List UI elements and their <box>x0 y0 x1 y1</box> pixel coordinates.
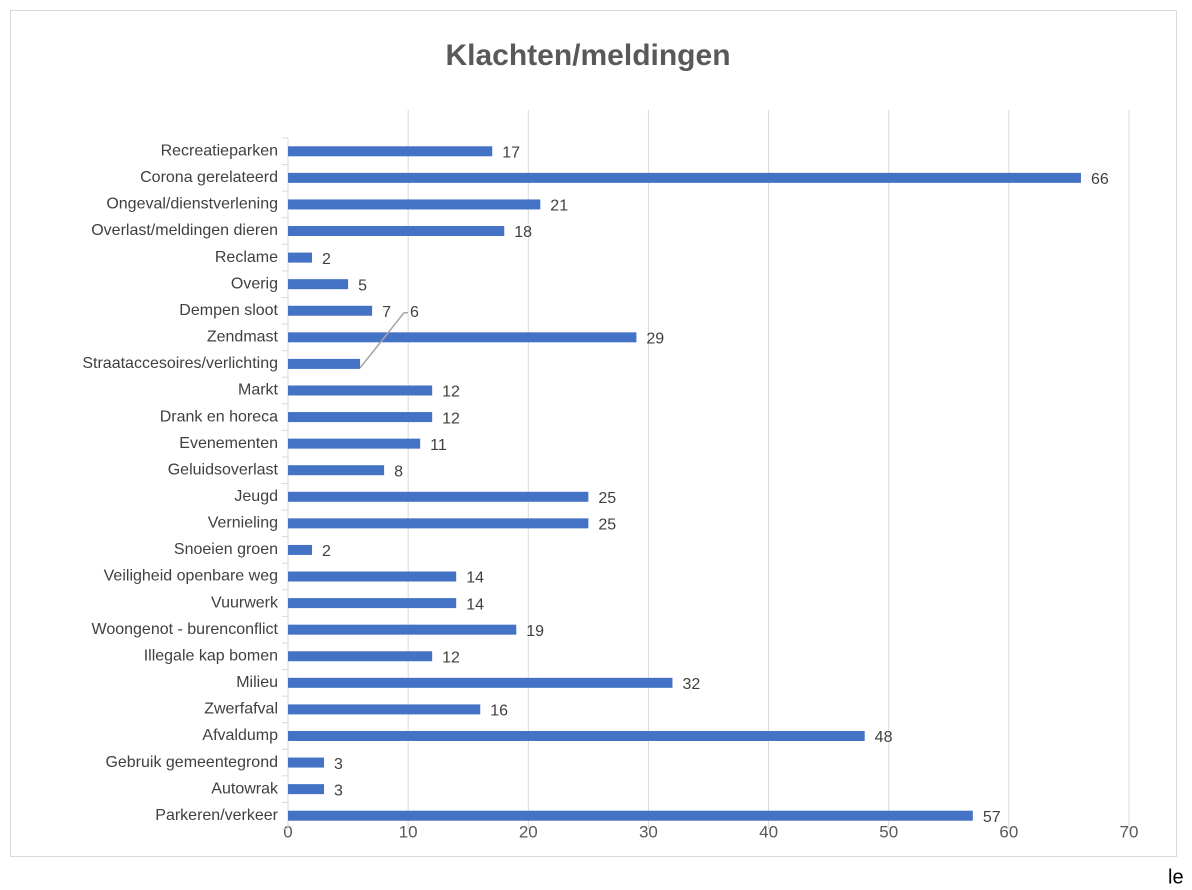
x-tick-label: 60 <box>999 822 1018 841</box>
bar <box>288 810 973 821</box>
leader-line <box>359 312 405 369</box>
y-tick-label: Illegale kap bomen <box>144 647 278 664</box>
data-label: 3 <box>334 756 343 773</box>
y-tick-label: Overig <box>231 275 278 292</box>
bar <box>288 757 325 768</box>
y-tick-label: Recreatieparken <box>161 143 278 160</box>
y-tick-label: Corona gerelateerd <box>140 169 278 186</box>
data-label: 19 <box>526 623 544 640</box>
y-tick-label: Zendmast <box>207 329 279 346</box>
data-label: 7 <box>382 304 391 321</box>
data-label: 5 <box>358 277 367 294</box>
y-tick-label: Vuurwerk <box>211 594 279 611</box>
data-label: 16 <box>490 703 508 720</box>
y-tick-label: Ongeval/dienstverlening <box>106 196 278 213</box>
bar <box>288 784 325 795</box>
data-label: 14 <box>466 596 484 613</box>
bar <box>288 358 361 369</box>
bar <box>288 651 433 662</box>
data-label: 12 <box>442 649 460 666</box>
bar <box>288 677 673 688</box>
bar <box>288 385 433 396</box>
bar <box>288 199 541 210</box>
bar <box>288 146 493 157</box>
y-tick-label: Veiligheid openbare weg <box>104 568 278 585</box>
y-tick-label: Dempen sloot <box>179 302 278 319</box>
data-label: 3 <box>334 782 343 799</box>
y-tick-label: Snoeien groen <box>174 541 278 558</box>
bar <box>288 730 865 741</box>
bar <box>288 598 457 609</box>
y-tick-label: Autowrak <box>211 780 279 797</box>
chart-title: Klachten/meldingen <box>445 39 730 72</box>
data-label: 2 <box>322 251 331 268</box>
bar <box>288 279 349 290</box>
x-tick-label: 10 <box>399 822 418 841</box>
bar <box>288 305 373 316</box>
y-tick-label: Drank en horeca <box>160 408 278 425</box>
y-tick-label: Vernieling <box>208 515 278 532</box>
bar <box>288 172 1081 183</box>
data-label: 25 <box>598 490 616 507</box>
y-tick-label: Overlast/meldingen dieren <box>91 222 278 239</box>
bar <box>288 465 385 476</box>
data-label: 29 <box>646 331 664 348</box>
y-tick-label: Milieu <box>236 674 278 691</box>
bar <box>288 252 313 263</box>
y-tick-label: Markt <box>238 382 279 399</box>
bar <box>288 491 589 502</box>
y-tick-label: Woongenot - burenconflict <box>92 621 279 638</box>
data-label: 48 <box>875 729 893 746</box>
y-tick-label: Parkeren/verkeer <box>155 807 278 824</box>
bar <box>288 226 505 237</box>
y-tick-label: Afvaldump <box>202 727 278 744</box>
data-label: 17 <box>502 145 520 162</box>
data-label: 11 <box>430 437 447 454</box>
y-tick-label: Jeugd <box>234 488 278 505</box>
data-label: 66 <box>1091 171 1109 188</box>
y-tick-label: Zwerfafval <box>204 701 278 718</box>
bar <box>288 438 421 449</box>
y-tick-label: Evenementen <box>179 435 278 452</box>
x-tick-label: 20 <box>519 822 538 841</box>
chart-frame <box>10 10 1177 857</box>
y-tick-label: Gebruik gemeentegrond <box>105 754 278 771</box>
bar <box>288 412 433 423</box>
bar <box>288 571 457 582</box>
data-label: 12 <box>442 410 460 427</box>
bar <box>288 332 637 343</box>
data-label: 8 <box>394 463 403 480</box>
data-label: 2 <box>322 543 331 560</box>
bar <box>288 544 313 555</box>
bar <box>288 624 517 635</box>
y-tick-label: Reclame <box>215 249 278 266</box>
x-tick-label: 40 <box>759 822 778 841</box>
data-label: 14 <box>466 570 484 587</box>
x-tick-label: 70 <box>1120 822 1139 841</box>
x-tick-label: 0 <box>283 822 292 841</box>
data-label: 12 <box>442 384 460 401</box>
y-tick-label: Geluidsoverlast <box>168 461 279 478</box>
bar <box>288 518 589 529</box>
y-tick-label: Straataccesoires/verlichting <box>82 355 278 372</box>
x-tick-label: 30 <box>639 822 658 841</box>
data-label: 21 <box>550 198 568 215</box>
bar <box>288 704 481 715</box>
data-label: 57 <box>983 809 1001 826</box>
x-tick-label: 50 <box>879 822 898 841</box>
data-label: 25 <box>598 517 616 534</box>
stray-text: le <box>1168 866 1184 888</box>
data-label: 32 <box>682 676 700 693</box>
data-label: 18 <box>514 224 532 241</box>
data-label: 6 <box>410 304 419 321</box>
